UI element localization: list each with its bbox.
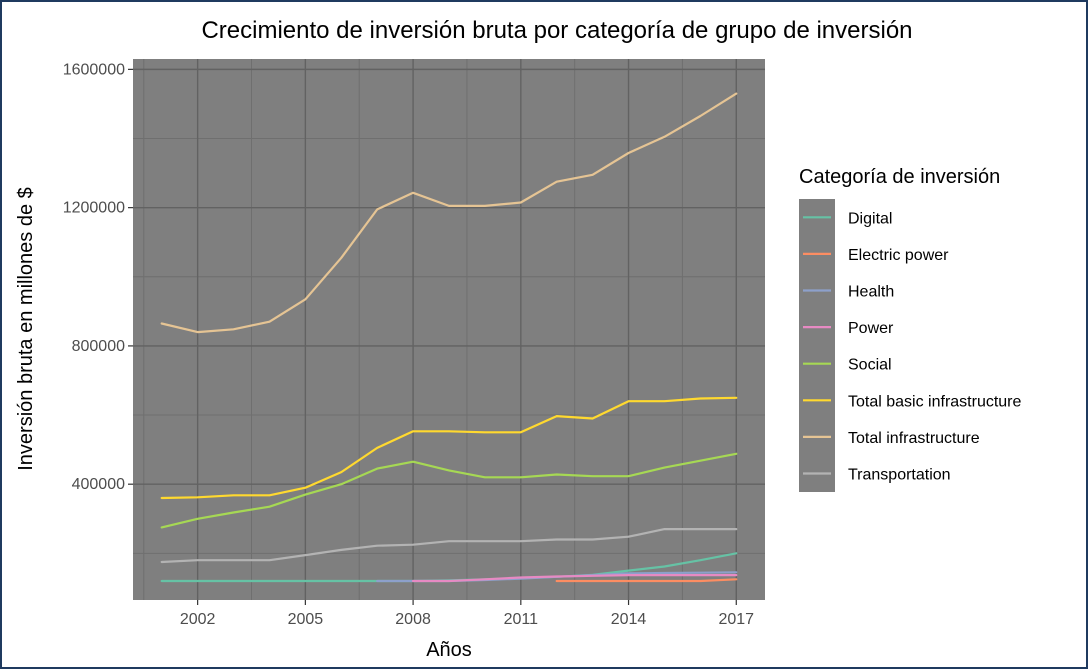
chart-title: Crecimiento de inversión bruta por categ… [201,17,912,44]
y-tick-label: 1600000 [63,61,125,78]
series-line-transportation [160,527,738,564]
y-axis-label: Inversión bruta en millones de $ [15,187,37,471]
legend-label-total-infrastructure: Total infrastructure [848,430,980,447]
series-line-social [160,452,738,529]
y-tick-label: 1200000 [63,200,125,217]
legend-label-electric-power: Electric power [848,247,949,264]
plot-panel [133,59,765,600]
x-tick-label: 2011 [504,611,539,628]
x-tick-label: 2002 [180,611,216,628]
y-tick-label: 400000 [72,476,125,493]
x-tick-label: 2008 [395,611,431,628]
legend-key-background [799,199,835,492]
series-line-total-basic-infrastructure [160,396,738,500]
y-axis: 400000 800000 1200000 1600000 [63,61,133,493]
y-tick-label: 800000 [72,338,125,355]
legend-title: Categoría de inversión [799,166,1000,188]
series-lines [160,92,738,583]
legend-label-social: Social [848,357,892,374]
legend-label-transportation: Transportation [848,467,951,484]
legend-label-health: Health [848,284,894,301]
legend-items: Digital Electric power Health Power Social To… [803,210,1022,484]
series-line-electric-power [555,578,738,583]
series-line-power [412,573,738,583]
x-axis-label: Años [426,639,472,661]
x-tick-label: 2014 [611,611,647,628]
major-gridlines [133,59,765,600]
x-tick-label: 2005 [288,611,324,628]
legend-label-power: Power [848,320,894,337]
legend-label-total-basic-infrastructure: Total basic infrastructure [848,393,1022,410]
x-axis: 2002 2005 2008 2011 2014 2017 [180,600,754,628]
x-tick-label: 2017 [718,611,754,628]
legend: Categoría de inversión Digital Electric p… [799,166,1022,492]
legend-label-digital: Digital [848,210,892,227]
series-line-total-infrastructure [160,92,738,334]
